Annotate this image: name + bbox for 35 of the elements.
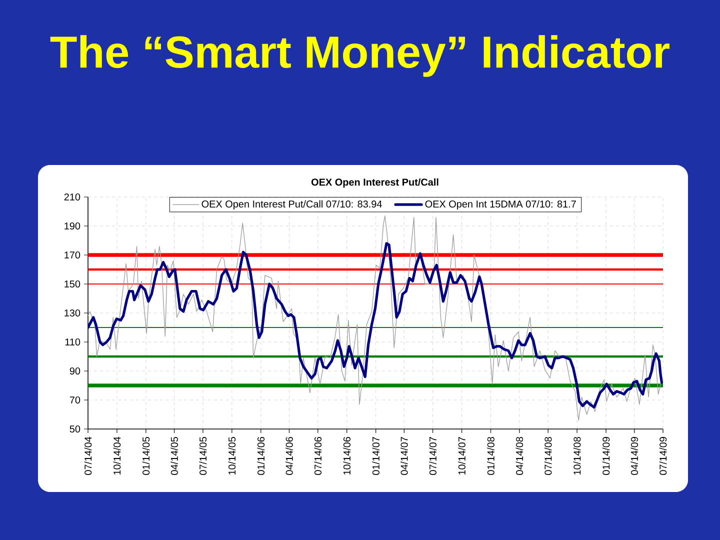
x-tick-label: 10/14/07	[458, 437, 466, 475]
chart-title: The “Smart Money” Indicator	[50, 35, 670, 77]
x-tick-label: 01/14/06	[257, 436, 265, 475]
x-tick-label: 01/14/09	[602, 436, 610, 475]
x-tick-label: 10/14/06	[343, 436, 351, 475]
chart-subtitle: OEX Open Interest Put/Call	[311, 178, 438, 188]
legend-label: OEX Open Int 15DMA 07/10: 81.7	[425, 200, 576, 210]
x-tick-label: 01/14/08	[487, 436, 494, 475]
y-tick-label: 130	[64, 309, 80, 317]
x-tick-label: 01/14/07	[372, 437, 380, 475]
x-tick-label: 04/14/05	[170, 436, 178, 475]
x-tick-label: 04/14/06	[286, 436, 293, 475]
y-tick-label: 190	[64, 222, 80, 230]
x-tick-label: 07/14/07	[429, 437, 436, 475]
x-tick-label: 04/14/09	[630, 436, 638, 475]
x-tick-label: 04/14/07	[400, 437, 408, 475]
x-tick-label: 10/14/05	[228, 436, 236, 475]
x-tick-label: 07/14/08	[544, 436, 552, 475]
y-tick-label: 110	[65, 338, 80, 346]
legend-label: OEX Open Interest Put/Call 07/10: 83.94	[202, 200, 382, 210]
y-tick-label: 50	[70, 425, 80, 433]
y-tick-label: 210	[64, 193, 80, 201]
y-tick-label: 90	[70, 367, 80, 375]
x-tick-label: 07/14/09	[659, 436, 667, 475]
x-tick-label: 10/14/04	[113, 436, 121, 475]
x-tick-label: 04/14/08	[516, 436, 524, 475]
y-tick-label: 170	[64, 251, 80, 259]
x-tick-label: 01/14/05	[142, 436, 150, 475]
line-series	[88, 216, 662, 421]
y-tick-label: 150	[64, 280, 80, 288]
y-tick-label: 70	[70, 396, 80, 404]
x-tick-label: 07/14/06	[314, 436, 322, 475]
x-tick-label: 07/14/04	[84, 436, 92, 475]
x-tick-label: 10/14/08	[573, 436, 581, 475]
x-tick-label: 07/14/05	[199, 436, 207, 475]
